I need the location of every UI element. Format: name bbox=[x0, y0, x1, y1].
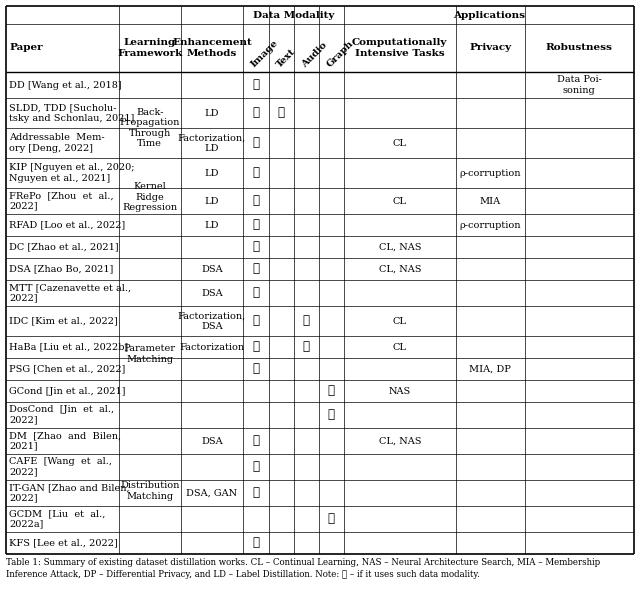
Text: Audio: Audio bbox=[300, 40, 328, 69]
Text: LD: LD bbox=[205, 221, 220, 230]
Text: DSA: DSA bbox=[201, 436, 223, 445]
Text: ✓: ✓ bbox=[303, 315, 310, 327]
Text: Graph: Graph bbox=[325, 39, 355, 69]
Text: CL, NAS: CL, NAS bbox=[378, 265, 421, 274]
Text: ✓: ✓ bbox=[252, 434, 259, 447]
Text: Paper: Paper bbox=[9, 43, 43, 53]
Text: ✓: ✓ bbox=[252, 340, 259, 354]
Text: IT-GAN [Zhao and Bilen,
2022]: IT-GAN [Zhao and Bilen, 2022] bbox=[9, 483, 130, 503]
Text: NAS: NAS bbox=[388, 387, 411, 395]
Text: ✓: ✓ bbox=[252, 536, 259, 549]
Text: DM  [Zhao  and  Bilen,
2021]: DM [Zhao and Bilen, 2021] bbox=[9, 431, 121, 451]
Text: Table 1: Summary of existing dataset distillation works. CL – Continual Learning: Table 1: Summary of existing dataset dis… bbox=[6, 558, 600, 579]
Text: IDC [Kim et al., 2022]: IDC [Kim et al., 2022] bbox=[9, 316, 118, 326]
Text: ✓: ✓ bbox=[252, 486, 259, 500]
Text: ✓: ✓ bbox=[252, 287, 259, 299]
Text: ✓: ✓ bbox=[252, 263, 259, 276]
Text: LD: LD bbox=[205, 169, 220, 178]
Text: ✓: ✓ bbox=[252, 106, 259, 120]
Text: ✓: ✓ bbox=[278, 106, 285, 120]
Text: Enhancement
Methods: Enhancement Methods bbox=[172, 38, 252, 57]
Text: DSA: DSA bbox=[201, 265, 223, 274]
Text: Distribution
Matching: Distribution Matching bbox=[120, 481, 179, 500]
Text: ✓: ✓ bbox=[328, 513, 335, 525]
Text: ✓: ✓ bbox=[252, 78, 259, 92]
Text: MTT [Cazenavette et al.,
2022]: MTT [Cazenavette et al., 2022] bbox=[9, 284, 131, 302]
Text: KFS [Lee et al., 2022]: KFS [Lee et al., 2022] bbox=[9, 538, 118, 547]
Text: Text: Text bbox=[275, 46, 297, 69]
Text: CL: CL bbox=[393, 139, 407, 147]
Text: ✓: ✓ bbox=[252, 362, 259, 376]
Text: Applications: Applications bbox=[453, 10, 525, 20]
Text: ✓: ✓ bbox=[252, 219, 259, 232]
Text: CL: CL bbox=[393, 316, 407, 326]
Text: ✓: ✓ bbox=[328, 409, 335, 422]
Text: ✓: ✓ bbox=[252, 315, 259, 327]
Text: CL: CL bbox=[393, 343, 407, 351]
Text: Factorization: Factorization bbox=[179, 343, 244, 351]
Text: FRePo  [Zhou  et  al.,
2022]: FRePo [Zhou et al., 2022] bbox=[9, 191, 114, 211]
Text: HaBa [Liu et al., 2022b]: HaBa [Liu et al., 2022b] bbox=[9, 343, 128, 351]
Text: Kernel
Ridge
Regression: Kernel Ridge Regression bbox=[122, 182, 177, 212]
Text: Factorization,
DSA: Factorization, DSA bbox=[178, 311, 246, 331]
Text: ✓: ✓ bbox=[328, 384, 335, 398]
Text: Learning
Framework: Learning Framework bbox=[117, 38, 182, 57]
Text: DSA: DSA bbox=[201, 288, 223, 298]
Text: DC [Zhao et al., 2021]: DC [Zhao et al., 2021] bbox=[9, 243, 118, 252]
Text: PSG [Chen et al., 2022]: PSG [Chen et al., 2022] bbox=[9, 365, 125, 373]
Text: ✓: ✓ bbox=[252, 194, 259, 208]
Text: DSA, GAN: DSA, GAN bbox=[186, 489, 237, 497]
Text: Image: Image bbox=[250, 38, 280, 69]
Text: Robustness: Robustness bbox=[546, 43, 613, 53]
Text: CL, NAS: CL, NAS bbox=[378, 436, 421, 445]
Text: Data Poi-
soning: Data Poi- soning bbox=[557, 75, 602, 95]
Text: CL: CL bbox=[393, 197, 407, 205]
Text: LD: LD bbox=[205, 197, 220, 205]
Text: CL, NAS: CL, NAS bbox=[378, 243, 421, 252]
Text: DosCond  [Jin  et  al.,
2022]: DosCond [Jin et al., 2022] bbox=[9, 405, 114, 425]
Text: ✓: ✓ bbox=[303, 340, 310, 354]
Text: ρ-corruption: ρ-corruption bbox=[460, 221, 521, 230]
Text: Factorization,
LD: Factorization, LD bbox=[178, 133, 246, 153]
Text: Parameter
Matching: Parameter Matching bbox=[124, 345, 176, 364]
Text: GCDM  [Liu  et  al.,
2022a]: GCDM [Liu et al., 2022a] bbox=[9, 510, 106, 529]
Text: LD: LD bbox=[205, 109, 220, 117]
Text: Data Modality: Data Modality bbox=[253, 10, 334, 20]
Text: ✓: ✓ bbox=[252, 136, 259, 150]
Text: ✓: ✓ bbox=[252, 461, 259, 474]
Text: GCond [Jin et al., 2021]: GCond [Jin et al., 2021] bbox=[9, 387, 125, 395]
Text: Privacy: Privacy bbox=[469, 43, 511, 53]
Text: DD [Wang et al., 2018]: DD [Wang et al., 2018] bbox=[9, 81, 122, 89]
Text: MIA: MIA bbox=[479, 197, 500, 205]
Text: ✓: ✓ bbox=[252, 241, 259, 254]
Text: ✓: ✓ bbox=[252, 167, 259, 180]
Text: Computationally
Intensive Tasks: Computationally Intensive Tasks bbox=[352, 38, 447, 57]
Text: Back-
Propagation
Through
Time: Back- Propagation Through Time bbox=[120, 108, 180, 148]
Text: MIA, DP: MIA, DP bbox=[469, 365, 511, 373]
Text: ρ-corruption: ρ-corruption bbox=[460, 169, 521, 178]
Text: KIP [Nguyen et al., 2020;
Nguyen et al., 2021]: KIP [Nguyen et al., 2020; Nguyen et al.,… bbox=[9, 163, 134, 183]
Text: DSA [Zhao Bo, 2021]: DSA [Zhao Bo, 2021] bbox=[9, 265, 113, 274]
Text: Addressable  Mem-
ory [Deng, 2022]: Addressable Mem- ory [Deng, 2022] bbox=[9, 133, 104, 153]
Text: CAFE  [Wang  et  al.,
2022]: CAFE [Wang et al., 2022] bbox=[9, 457, 112, 477]
Text: RFAD [Loo et al., 2022]: RFAD [Loo et al., 2022] bbox=[9, 221, 125, 230]
Text: SLDD, TDD [Sucholu-
tsky and Schonlau, 2021]: SLDD, TDD [Sucholu- tsky and Schonlau, 2… bbox=[9, 103, 134, 123]
